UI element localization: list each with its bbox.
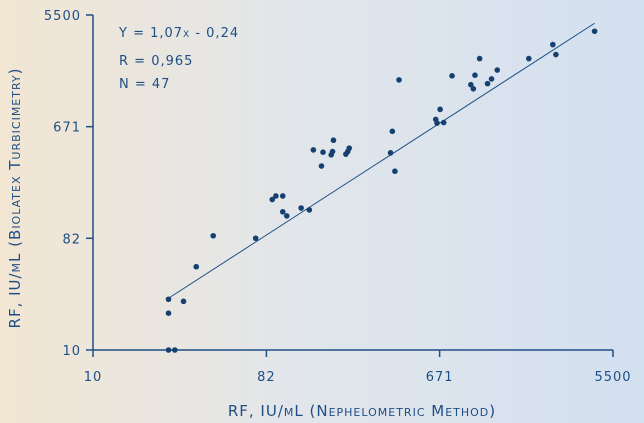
data-point xyxy=(252,235,259,242)
annotations: Y = 1,07x - 0,24 R = 0,965 N = 47 xyxy=(118,26,239,92)
x-axis-ticks: 10 82 671 5500 xyxy=(84,350,631,385)
y-axis-ticks: 10 82 671 5500 xyxy=(44,9,93,359)
data-point xyxy=(346,145,353,151)
data-point xyxy=(389,128,396,135)
plot-area: 10 82 671 5500 10 82 671 5500 xyxy=(44,9,631,385)
annotation-equation: Y = 1,07x - 0,24 xyxy=(118,26,239,41)
y-tick-label: 5500 xyxy=(44,9,81,24)
data-point xyxy=(279,209,286,215)
data-point xyxy=(165,347,172,353)
annotation-n: N = 47 xyxy=(119,77,170,92)
data-point xyxy=(468,81,474,88)
x-tick-label: 5500 xyxy=(594,370,631,385)
data-point xyxy=(330,137,337,144)
data-point xyxy=(476,55,483,62)
data-point xyxy=(434,120,440,126)
data-point xyxy=(494,67,501,73)
data-point xyxy=(440,119,447,126)
data-point xyxy=(449,72,455,79)
y-tick-label: 82 xyxy=(62,232,81,247)
y-tick-label: 10 xyxy=(62,344,81,359)
y-axis-title: RF, IU/mL (Biolatex Turbicimetry) xyxy=(6,68,24,329)
data-point xyxy=(437,106,443,113)
data-point xyxy=(591,28,598,35)
data-point xyxy=(329,148,336,155)
data-point xyxy=(273,193,279,199)
y-tick-label: 671 xyxy=(53,121,81,136)
data-point xyxy=(396,77,402,83)
data-point xyxy=(165,310,172,317)
data-point xyxy=(279,193,286,199)
data-point xyxy=(298,205,304,211)
data-point xyxy=(553,51,559,58)
x-tick-label: 671 xyxy=(426,370,454,385)
data-point xyxy=(193,263,200,270)
data-point xyxy=(165,296,172,303)
data-point xyxy=(172,347,178,353)
data-point xyxy=(526,55,532,62)
data-point xyxy=(387,150,394,156)
data-point xyxy=(550,41,556,48)
data-point xyxy=(472,72,478,78)
regression-line xyxy=(168,22,595,299)
data-point xyxy=(484,80,491,87)
data-point xyxy=(488,76,495,82)
annotation-r: R = 0,965 xyxy=(119,54,193,69)
data-point xyxy=(310,147,317,153)
x-axis-title: RF, IU/mL (Nephelometric Method) xyxy=(228,402,496,420)
data-point xyxy=(306,207,313,213)
data-point xyxy=(283,213,290,219)
data-point xyxy=(269,196,276,203)
data-point xyxy=(320,149,326,155)
data-point xyxy=(392,168,398,175)
data-point xyxy=(210,232,217,239)
data-points xyxy=(165,28,598,353)
x-tick-label: 10 xyxy=(84,370,103,385)
data-point xyxy=(180,298,187,305)
data-point xyxy=(318,163,325,169)
data-point xyxy=(470,85,477,92)
x-tick-label: 82 xyxy=(257,370,276,385)
